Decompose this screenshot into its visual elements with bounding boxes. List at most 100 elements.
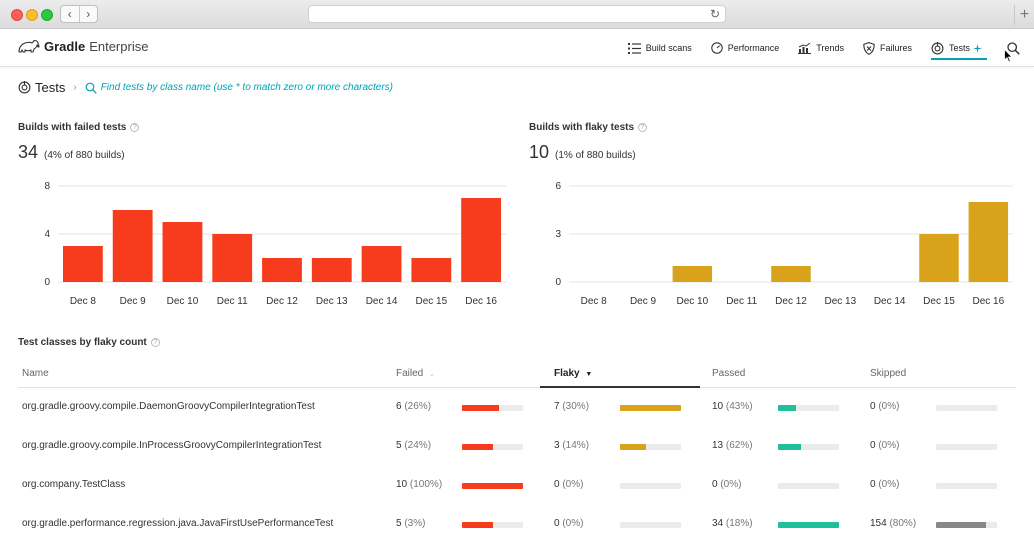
back-icon[interactable]: ‹ (61, 6, 80, 22)
nav-build-scans[interactable]: Build scans (627, 29, 692, 67)
close-window-button[interactable] (11, 9, 23, 21)
x-tick-label: Dec 9 (630, 296, 657, 307)
bar-dec-16[interactable] (461, 198, 502, 282)
passed-progress-bar (778, 483, 839, 489)
x-tick-label: Dec 15 (415, 296, 447, 307)
brand-logo[interactable]: Gradle Enterprise (18, 38, 148, 54)
minimize-window-button[interactable] (26, 9, 38, 21)
class-search-link[interactable]: Find tests by class name (use * to match… (100, 82, 394, 93)
failed-panel-title-text: Builds with failed tests (18, 122, 127, 133)
flaky-count: 3 (14%) (554, 440, 589, 451)
breadcrumb-separator: › (73, 82, 77, 93)
x-tick-label: Dec 13 (824, 296, 856, 307)
search-button[interactable] (1007, 41, 1020, 55)
flaky-count-pct: (0%) (562, 518, 584, 529)
forward-icon[interactable]: › (86, 7, 91, 21)
history-buttons: ‹ › (60, 5, 98, 23)
brand-name-light: Enterprise (89, 38, 149, 54)
table-row[interactable]: org.gradle.performance.regression.java.J… (18, 505, 1016, 544)
x-tick-label: Dec 12 (266, 296, 298, 307)
breadcrumb: Tests › Find tests by class name (use * … (18, 80, 393, 95)
table-row[interactable]: org.company.TestClass 10 (100%) 0 (0%) 0 (0… (18, 466, 1016, 505)
flaky-progress-bar (620, 522, 681, 528)
page-title: Tests (35, 80, 66, 95)
failed-progress-bar (462, 405, 523, 411)
sort-desc-icon: ▼ (585, 371, 593, 378)
bar-dec-15[interactable] (411, 258, 452, 282)
bar-dec-12[interactable] (771, 266, 811, 282)
passed-count: 13 (62%) (712, 440, 753, 451)
x-tick-label: Dec 9 (120, 296, 147, 307)
address-bar[interactable]: ↻ (308, 5, 726, 23)
test-class-name[interactable]: org.gradle.groovy.compile.DaemonGroovyCo… (22, 401, 315, 412)
bar-dec-11[interactable] (212, 234, 253, 282)
bar-dec-14[interactable] (361, 246, 402, 282)
test-class-name[interactable]: org.gradle.groovy.compile.InProcessGroov… (22, 440, 322, 451)
flaky-count: 7 (30%) (554, 401, 589, 412)
tests-icon (18, 81, 31, 94)
passed-progress-fill (778, 522, 839, 528)
x-tick-label: Dec 11 (217, 296, 248, 307)
bar-dec-10[interactable] (162, 222, 203, 282)
flaky-count-value: 7 (554, 401, 560, 412)
y-tick-label: 3 (555, 229, 561, 240)
y-tick-label: 0 (555, 277, 561, 288)
help-icon[interactable]: ? (150, 338, 160, 347)
flaky-count-value: 0 (554, 479, 560, 490)
flaky-count: 0 (0%) (554, 479, 583, 490)
failed-count-pct: (26%) (404, 401, 432, 412)
table-row[interactable]: org.gradle.groovy.compile.InProcessGroov… (18, 427, 1016, 466)
x-tick-label: Dec 14 (366, 296, 398, 307)
nav-performance[interactable]: Performance (711, 29, 779, 67)
new-tab-icon[interactable]: + (1014, 5, 1034, 25)
search-icon (1007, 41, 1020, 55)
column-header-failed-label: Failed (396, 368, 424, 379)
failed-count-pct: (3%) (404, 518, 426, 529)
reload-icon[interactable]: ↻ (709, 7, 720, 21)
test-class-name[interactable]: org.company.TestClass (22, 479, 126, 490)
flaky-panel-title: Builds with flaky tests ? (529, 122, 648, 133)
failed-count-value: 6 (396, 401, 402, 412)
flaky-progress-bar (620, 483, 681, 489)
browser-toolbar: ‹ › ↻ + (0, 0, 1034, 29)
bar-dec-12[interactable] (262, 258, 302, 282)
passed-progress-bar (778, 522, 839, 528)
column-header-skipped[interactable]: Skipped (870, 368, 907, 379)
failed-count-pct: (100%) (409, 479, 443, 490)
failed-progress-bar (462, 483, 523, 489)
main-nav: Build scans Performance Trends Failures (609, 29, 1020, 67)
bar-dec-8[interactable] (62, 246, 103, 282)
bar-dec-13[interactable] (311, 258, 352, 282)
bar-dec-16[interactable] (968, 202, 1009, 282)
column-header-passed[interactable]: Passed (712, 368, 746, 379)
column-header-flaky[interactable]: Flaky ▼ (554, 368, 592, 379)
bar-dec-15[interactable] (919, 234, 959, 282)
flaky-tests-chart: 0 3 6 Dec 8 Dec 9 Dec 10 Dec 11 Dec 12 Dec 13 Dec… (555, 181, 1013, 307)
test-class-name[interactable]: org.gradle.performance.regression.java.J… (22, 518, 334, 529)
failed-count-value: 10 (396, 479, 408, 490)
column-header-failed[interactable]: Failed ⌄ (396, 368, 435, 379)
skipped-count: 0 (0%) (870, 440, 899, 451)
nav-tests[interactable]: Tests (930, 29, 988, 67)
skipped-progress-bar (936, 522, 997, 528)
help-icon[interactable]: ? (130, 123, 140, 132)
bar-dec-9[interactable] (112, 210, 153, 282)
failed-tests-chart: 0 4 8 Dec 8 Dec 9 Dec 10 Dec 11 Dec 12 Dec 13 Dec… (44, 181, 506, 307)
failed-count-value: 5 (396, 440, 402, 451)
flaky-count-pct: (14%) (562, 440, 590, 451)
help-icon[interactable]: ? (638, 123, 648, 132)
y-tick-label: 8 (44, 181, 50, 192)
table-row[interactable]: org.gradle.groovy.compile.DaemonGroovyCo… (18, 388, 1016, 427)
passed-count: 34 (18%) (712, 518, 753, 529)
bar-dec-10[interactable] (672, 266, 713, 282)
nav-failures[interactable]: Failures (863, 29, 912, 67)
skipped-count: 154 (80%) (870, 518, 916, 529)
passed-count-value: 34 (712, 518, 724, 529)
failed-count-value: 5 (396, 518, 402, 529)
x-tick-label: Dec 15 (923, 296, 955, 307)
maximize-window-button[interactable] (41, 9, 53, 21)
skipped-progress-bar (936, 444, 997, 450)
nav-trends[interactable]: Trends (798, 29, 844, 67)
column-header-name[interactable]: Name (22, 368, 49, 379)
x-tick-label: Dec 12 (775, 296, 807, 307)
